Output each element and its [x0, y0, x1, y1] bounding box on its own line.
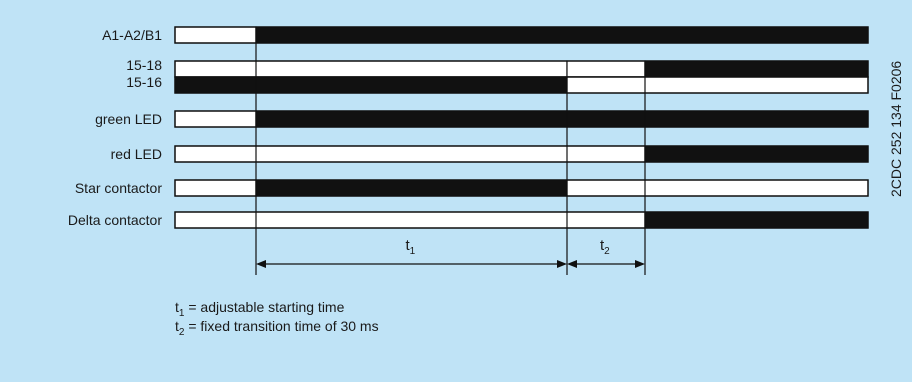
signal-segment-red-led-1 — [644, 145, 869, 163]
signal-segment-star-contactor-0 — [174, 179, 257, 197]
legend-t2: t2 = fixed transition time of 30 ms — [175, 318, 379, 338]
interval-t1-label: t1 — [406, 237, 416, 257]
signal-segment-delta-contactor-0 — [174, 211, 646, 229]
signal-segment-15-16-0 — [174, 76, 568, 94]
signal-segment-star-contactor-2 — [566, 179, 869, 197]
signal-segment-15-18-0 — [174, 60, 568, 78]
signal-label-star-contactor: Star contactor — [75, 180, 162, 196]
signal-outline-star-contactor — [174, 179, 869, 197]
signal-label-red-led: red LED — [111, 146, 162, 162]
signal-segment-15-16-1 — [566, 76, 869, 94]
signal-outline-15-16 — [174, 76, 869, 94]
signal-label-delta-contactor: Delta contactor — [68, 212, 162, 228]
signal-segment-a1-a2-b1-1 — [255, 26, 869, 44]
signal-segment-green-led-0 — [174, 110, 257, 128]
interval-t2-arrow-head-right — [635, 260, 645, 268]
interval-t1-arrow-head-right — [557, 260, 567, 268]
signal-segment-15-18-2 — [644, 60, 869, 78]
signal-segment-green-led-1 — [255, 110, 869, 128]
interval-t2-label: t2 — [600, 237, 610, 257]
signal-segment-delta-contactor-1 — [644, 211, 869, 229]
signal-label-15-16: 15-16 — [126, 74, 162, 90]
signal-label-15-18: 15-18 — [126, 57, 162, 73]
signal-segment-15-18-1 — [566, 60, 646, 78]
signal-segment-star-contactor-1 — [255, 179, 568, 197]
document-code: 2CDC 252 134 F0206 — [888, 61, 904, 197]
signal-outline-a1-a2-b1 — [174, 26, 869, 44]
legend-t1: t1 = adjustable starting time — [175, 299, 345, 319]
interval-t2-arrow-head-left — [567, 260, 577, 268]
interval-t1-arrow-head-left — [256, 260, 266, 268]
signal-segment-a1-a2-b1-0 — [174, 26, 257, 44]
signal-label-a1-a2-b1: A1-A2/B1 — [102, 27, 162, 43]
signal-label-green-led: green LED — [95, 111, 162, 127]
signal-outline-red-led — [174, 145, 869, 163]
signal-outline-green-led — [174, 110, 869, 128]
signal-segment-red-led-0 — [174, 145, 646, 163]
signal-outline-delta-contactor — [174, 211, 869, 229]
